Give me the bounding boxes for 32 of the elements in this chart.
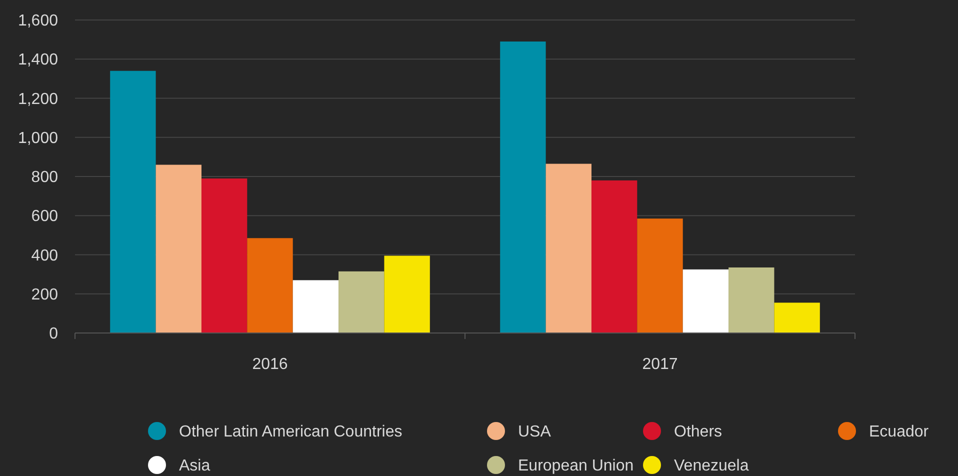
bar (500, 42, 546, 333)
bar (292, 280, 339, 333)
bar (728, 267, 774, 333)
y-tick-label: 200 (31, 286, 58, 304)
bar (682, 269, 729, 333)
legend-label: USA (518, 424, 552, 441)
y-tick-label: 0 (49, 326, 58, 343)
bar (156, 164, 202, 333)
x-tick-label: 2017 (642, 356, 678, 373)
bar (338, 271, 384, 333)
bar (637, 218, 683, 333)
y-tick-label: 1,400 (18, 52, 58, 69)
bar (546, 164, 592, 333)
y-tick-label: 800 (31, 169, 58, 186)
y-tick-label: 600 (31, 208, 58, 226)
legend-label: European Union (518, 458, 634, 475)
legend-label: Asia (179, 458, 210, 475)
y-tick-label: 400 (31, 247, 58, 264)
bar (247, 238, 293, 333)
bar (110, 70, 156, 333)
bar (201, 178, 248, 333)
y-tick-label: 1,200 (18, 90, 58, 108)
bar (774, 302, 820, 333)
y-tick-label: 1,600 (18, 12, 58, 30)
legend-label: Others (674, 424, 722, 441)
bar (384, 256, 430, 333)
legend-label: Venezuela (674, 458, 749, 475)
x-tick-label: 2016 (252, 356, 288, 373)
bar (591, 180, 638, 333)
legend-label: Other Latin American Countries (179, 424, 402, 441)
legend-label: Ecuador (869, 424, 930, 441)
y-tick-label: 1,000 (18, 130, 58, 147)
